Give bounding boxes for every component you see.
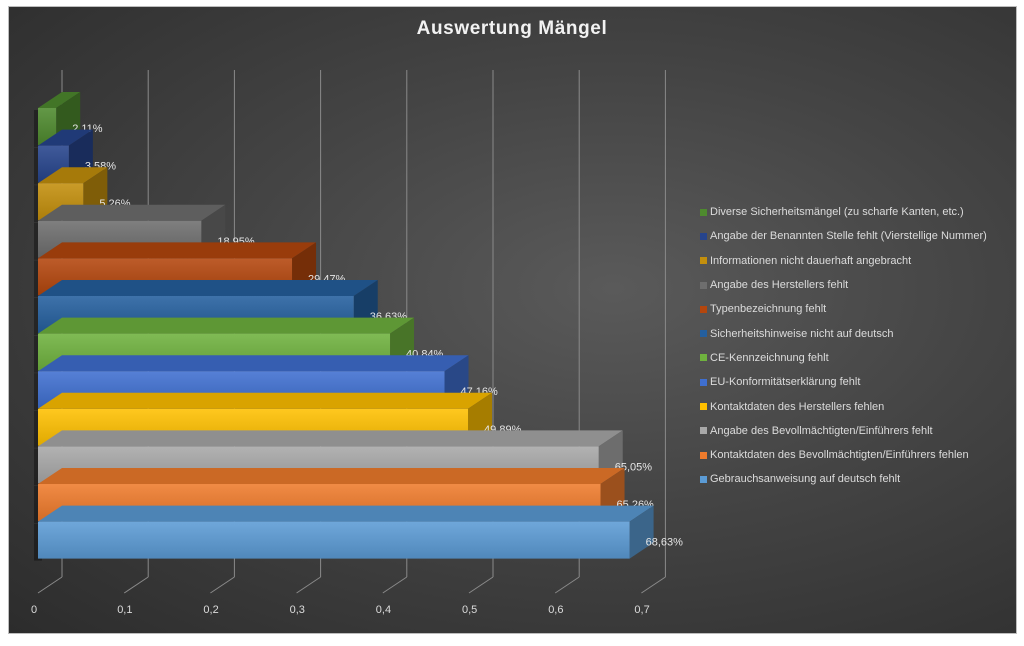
legend-label: Kontaktdaten des Herstellers fehlen	[710, 400, 885, 413]
legend-item: Sicherheitshinweise nicht auf deutsch	[700, 321, 987, 345]
legend-item: Angabe des Herstellers fehlt	[700, 273, 987, 297]
x-tick-label: 0,4	[376, 604, 391, 616]
legend-swatch	[700, 208, 707, 216]
legend-swatch	[700, 330, 707, 338]
legend-item: Kontaktdaten des Herstellers fehlen	[700, 394, 987, 418]
bar-top-face	[38, 505, 654, 522]
floor-gridline	[210, 576, 235, 594]
legend-item: Angabe des Bevollmächtigten/Einführers f…	[700, 419, 987, 443]
bar	[34, 505, 654, 561]
legend-item: EU-Konformitätserklärung fehlt	[700, 370, 987, 394]
chart-title: Auswertung Mängel	[416, 18, 608, 39]
data-label: 68,63%	[646, 537, 684, 549]
legend-item: Diverse Sicherheitsmängel (zu scharfe Ka…	[700, 200, 987, 224]
legend-item: Informationen nicht dauerhaft angebracht	[700, 249, 987, 273]
bar-front-face	[38, 108, 57, 145]
legend-item: Angabe der Benannten Stelle fehlt (Viers…	[700, 224, 987, 248]
legend-swatch	[700, 427, 707, 435]
legend-swatch	[700, 378, 707, 386]
bar-top-face	[38, 392, 493, 409]
legend-swatch	[700, 257, 707, 265]
legend-swatch	[700, 305, 707, 313]
legend-swatch	[700, 354, 707, 362]
legend-label: Gebrauchsanweisung auf deutsch fehlt	[710, 473, 901, 486]
bar-top-face	[38, 167, 108, 184]
x-tick-label: 0	[31, 604, 37, 616]
floor-gridline	[37, 576, 63, 594]
bar-top-face	[38, 430, 623, 447]
legend-label: Kontaktdaten des Bevollmächtigten/Einfüh…	[710, 449, 969, 462]
legend-swatch	[700, 475, 707, 483]
legend-label: Angabe des Herstellers fehlt	[710, 279, 849, 292]
floor-gridline	[382, 576, 408, 594]
bar-top-face	[38, 129, 93, 146]
legend-label: EU-Konformitätserklärung fehlt	[710, 376, 861, 389]
legend-label: CE-Kennzeichnung fehlt	[710, 351, 829, 364]
legend-label: Diverse Sicherheitsmängel (zu scharfe Ka…	[710, 206, 964, 219]
legend-item: Gebrauchsanweisung auf deutsch fehlt	[700, 467, 987, 491]
x-tick-label: 0,5	[462, 604, 477, 616]
bar-top-face	[38, 468, 625, 484]
bar-top-face	[38, 280, 378, 296]
bar-top-face	[38, 204, 226, 221]
x-tick-label: 0,2	[203, 604, 218, 616]
x-tick-label: 0,3	[290, 604, 305, 616]
floor-gridline	[123, 576, 149, 594]
bar-front-face	[38, 521, 630, 559]
legend-swatch	[700, 281, 707, 289]
bar-top-face	[38, 317, 415, 334]
chart-legend: Diverse Sicherheitsmängel (zu scharfe Ka…	[700, 200, 987, 492]
legend-item: CE-Kennzeichnung fehlt	[700, 346, 987, 370]
legend-swatch	[700, 403, 707, 411]
legend-item: Kontaktdaten des Bevollmächtigten/Einfüh…	[700, 443, 987, 467]
legend-swatch	[700, 451, 707, 459]
bar-side-face	[629, 505, 654, 559]
x-tick-label: 0,1	[117, 604, 132, 616]
bar-top-face	[38, 92, 81, 108]
floor-gridline	[468, 576, 494, 594]
legend-label: Sicherheitshinweise nicht auf deutsch	[710, 327, 894, 340]
legend-label: Informationen nicht dauerhaft angebracht	[710, 254, 912, 267]
legend-swatch	[700, 232, 707, 240]
floor-gridline	[296, 576, 321, 594]
floor-gridline	[641, 576, 666, 594]
x-tick-label: 0,6	[548, 604, 563, 616]
legend-label: Angabe des Bevollmächtigten/Einführers f…	[710, 424, 933, 437]
bar-top-face	[38, 355, 469, 372]
legend-label: Typenbezeichnung fehlt	[710, 303, 827, 316]
x-tick-label: 0,7	[634, 604, 649, 616]
floor-gridline	[554, 576, 580, 594]
legend-item: Typenbezeichnung fehlt	[700, 297, 987, 321]
bar-top-face	[38, 242, 317, 259]
legend-label: Angabe der Benannten Stelle fehlt (Viers…	[710, 230, 987, 243]
